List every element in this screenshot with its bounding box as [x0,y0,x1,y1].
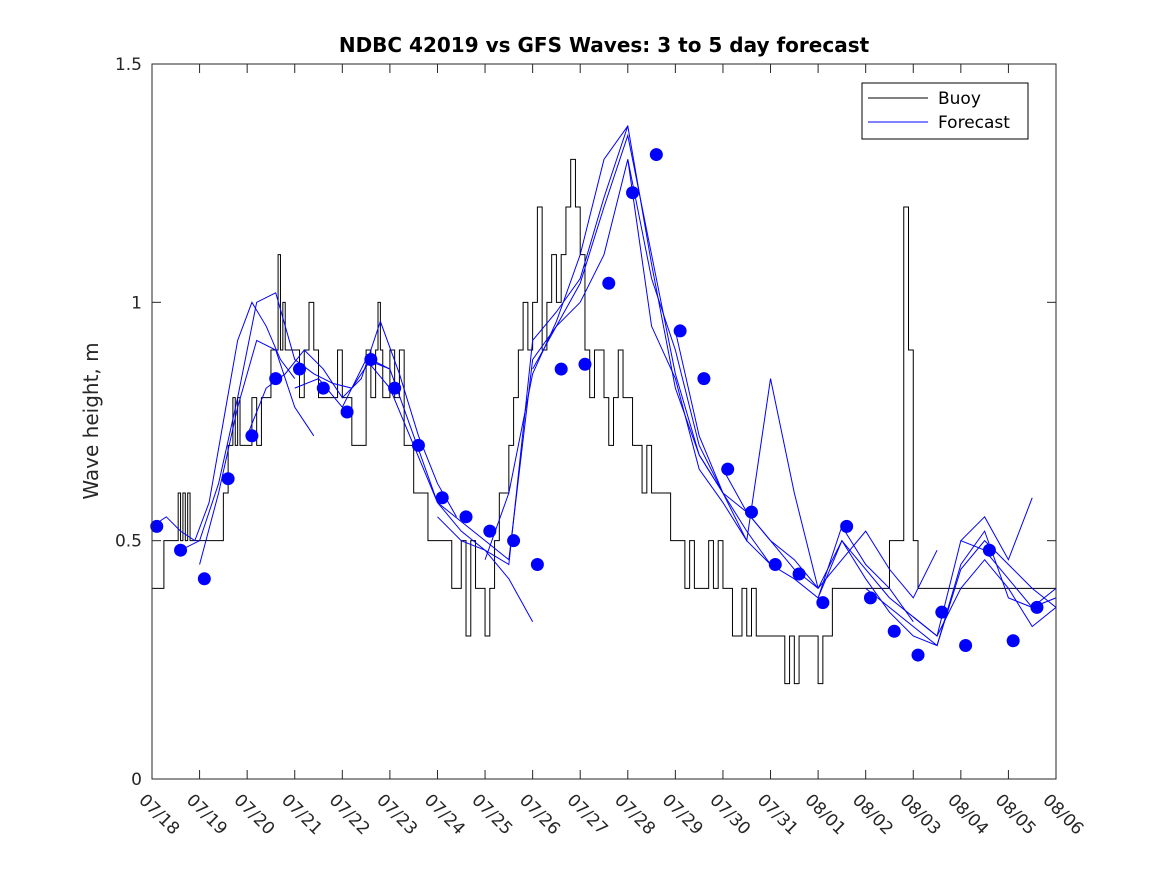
forecast-series-line [960,497,1033,561]
forecast-marker-point [245,429,259,443]
forecast-series-line [532,133,771,565]
forecast-marker-point [269,372,283,386]
forecast-series-line [722,468,1057,647]
legend: Buoy Forecast [861,82,1029,140]
x-tick-label: 07/22 [325,790,374,839]
x-tick-label: 07/18 [134,790,183,839]
forecast-marker-point [959,639,973,653]
y-tick-label: 1.5 [115,55,142,75]
x-tick-label: 08/02 [848,790,897,839]
forecast-marker-point [626,186,640,200]
forecast-series-line [180,292,391,551]
forecast-marker-point [1030,600,1044,614]
forecast-series-line [437,125,629,566]
forecast-marker-point [697,372,711,386]
x-tick-label: 07/21 [277,790,326,839]
forecast-marker-point [982,543,996,557]
forecast-marker-point [150,519,164,533]
forecast-marker-point [935,605,949,619]
x-tick-label: 08/01 [801,790,850,839]
chart-title: NDBC 42019 vs GFS Waves: 3 to 5 day fore… [339,33,870,57]
forecast-marker-point [221,472,235,486]
forecast-marker-point [911,648,925,662]
forecast-series-line [294,358,534,622]
forecast-marker-point [602,276,616,290]
x-tick-label: 07/25 [468,790,517,839]
x-tick-label: 07/24 [420,790,469,839]
forecast-marker-point [340,405,354,419]
legend-box [861,82,1029,140]
y-tick-label: 0.5 [115,532,142,552]
forecast-series-line [199,339,315,565]
forecast-marker-point [744,505,758,519]
legend-buoy-label: Buoy [938,89,981,109]
forecast-marker-point [435,491,449,505]
x-tick-label: 07/29 [658,790,707,839]
forecast-series-line [365,301,581,561]
forecast-marker-point [840,519,854,533]
forecast-marker-point [1006,634,1020,648]
forecast-series-line [579,159,819,589]
plot-frame [151,63,1057,780]
x-tick-label: 07/26 [515,790,564,839]
x-tick-label: 07/31 [753,790,802,839]
forecast-marker-point [887,624,901,638]
x-tick-label: 08/05 [991,790,1040,839]
forecast-series-line [674,330,938,599]
forecast-marker-point [863,591,877,605]
forecast-marker-point [649,148,663,162]
x-tick-label: 07/19 [182,790,231,839]
x-tick-label: 08/04 [943,790,992,839]
forecast-marker-point [174,543,188,557]
forecast-series-line [484,124,724,560]
forecast-marker-point [507,534,521,548]
forecast-marker-point [816,596,830,610]
forecast-marker-point [388,381,402,395]
forecast-marker-point [578,357,592,371]
x-tick-label: 07/28 [610,790,659,839]
x-tick-label: 07/20 [230,790,279,839]
forecast-marker-point [530,558,544,571]
forecast-series-line [151,301,296,542]
forecast-marker-point [673,324,687,338]
forecast-marker-point [364,353,378,367]
y-tick-label: 1 [131,293,142,313]
x-tick-label: 07/23 [372,790,421,839]
x-tick-label: 07/30 [705,790,754,839]
x-tick-label: 08/03 [896,790,945,839]
y-axis-label: Wave height, m [79,342,103,499]
buoy-series-line [152,158,1056,685]
forecast-marker-point [197,572,211,586]
forecast-marker-point [721,462,735,476]
forecast-marker-point [292,362,306,376]
forecast-marker-point [483,524,497,538]
forecast-series-line [627,159,914,622]
forecast-series-line [865,539,1057,647]
y-tick-label: 0 [131,770,142,790]
legend-forecast-label: Forecast [938,113,1010,133]
forecast-marker-point [316,381,330,395]
plot-area [150,124,1057,685]
forecast-marker-point [411,438,425,452]
x-tick-label: 07/27 [563,790,612,839]
forecast-marker-point [459,510,473,524]
forecast-marker-point [792,567,806,581]
forecast-marker-point [768,558,782,571]
forecast-marker-point [554,362,568,376]
x-tick-label: 08/06 [1038,790,1087,839]
